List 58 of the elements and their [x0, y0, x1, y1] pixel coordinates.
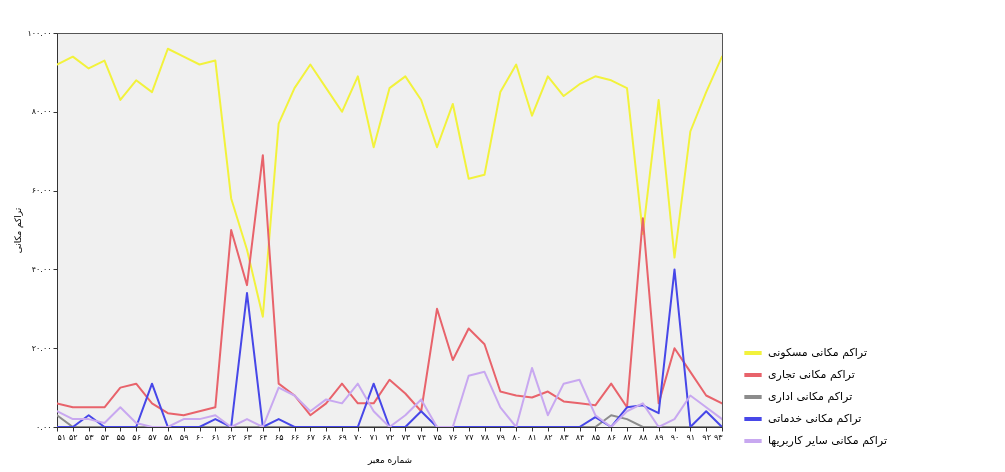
x-tick-label: ۸۴ — [575, 432, 585, 442]
y-tick-label: ۴۰.۰۰ — [31, 264, 52, 274]
legend-label: تراکم مکانی اداری — [768, 390, 853, 403]
x-tick-label: ۷۱ — [369, 432, 379, 442]
x-tick-label: ۸۸ — [639, 432, 649, 442]
x-tick-label: ۵۲ — [69, 432, 78, 442]
x-tick-label: ۸۱ — [528, 432, 537, 442]
x-tick-label: ۷۴ — [417, 432, 426, 442]
x-tick-label: ۵۱ — [57, 432, 67, 442]
x-tick-label: ۹۲ — [702, 432, 711, 442]
x-tick-label: ۸۲ — [544, 432, 553, 442]
y-tick-label: ۰.۰۰ — [36, 422, 52, 432]
x-tick-label: ۶۸ — [322, 432, 332, 442]
line-series — [57, 154, 722, 417]
x-tick-label: ۹۱ — [686, 432, 696, 442]
legend-label: تراکم مکانی سایر کاربریها — [768, 434, 887, 447]
x-tick-label: ۸۹ — [654, 432, 664, 442]
x-tick-label: ۷۶ — [449, 432, 458, 442]
x-tick-label: ۵۹ — [179, 432, 189, 442]
y-tick-label: ۱۰۰.۰۰ — [27, 28, 52, 38]
y-tick-label: ۸۰.۰۰ — [31, 107, 52, 117]
x-tick-label: ۶۶ — [290, 432, 300, 442]
x-tick-label: ۵۶ — [132, 432, 141, 442]
x-tick-label: ۹۳ — [713, 432, 724, 442]
y-tick-label: ۲۰.۰۰ — [31, 343, 52, 353]
x-tick-label: ۷۹ — [496, 432, 506, 442]
x-tick-label: ۵۵ — [116, 432, 126, 442]
x-tick-label: ۶۷ — [306, 432, 316, 442]
x-tick-label: ۶۹ — [338, 432, 347, 442]
x-tick-label: ۸۵ — [591, 432, 601, 442]
x-tick-label: ۷۸ — [480, 432, 490, 442]
x-tick-label: ۶۲ — [227, 432, 236, 442]
x-tick-label: ۸۶ — [607, 432, 616, 442]
x-tick-label: ۷۲ — [385, 432, 395, 442]
x-tick-label: ۷۷ — [464, 432, 475, 442]
x-tick-label: ۵۷ — [148, 432, 158, 442]
legend-label: تراکم مکانی تجاری — [768, 368, 855, 381]
x-tick-label: ۶۳ — [243, 432, 253, 442]
x-tick-label: ۷۵ — [433, 432, 442, 442]
x-tick-label: ۷۰ — [354, 432, 363, 442]
x-tick-label: ۸۰ — [512, 432, 521, 442]
legend-label: تراکم مکانی مسکونی — [768, 346, 867, 359]
x-tick-label: ۶۰ — [195, 432, 205, 442]
y-tick-label: ۶۰.۰۰ — [31, 186, 52, 196]
x-tick-label: ۶۵ — [274, 432, 284, 442]
legend-label: تراکم مکانی خدماتی — [768, 412, 862, 425]
x-tick-label: ۸۳ — [559, 432, 570, 442]
line-series — [57, 47, 722, 318]
x-tick-label: ۹۰ — [670, 432, 680, 442]
x-tick-label: ۶۱ — [211, 432, 221, 442]
x-tick-label: ۸۷ — [623, 432, 633, 442]
y-axis-title: تراکم مکانی — [13, 207, 25, 254]
x-tick-label: ۵۴ — [100, 432, 110, 442]
x-tick-label: ۶۴ — [259, 432, 268, 442]
x-tick-label: ۵۳ — [84, 432, 95, 442]
x-tick-label: ۷۳ — [401, 432, 411, 442]
x-tick-label: ۵۸ — [164, 432, 174, 442]
x-axis-title: شماره معبر — [366, 454, 413, 465]
